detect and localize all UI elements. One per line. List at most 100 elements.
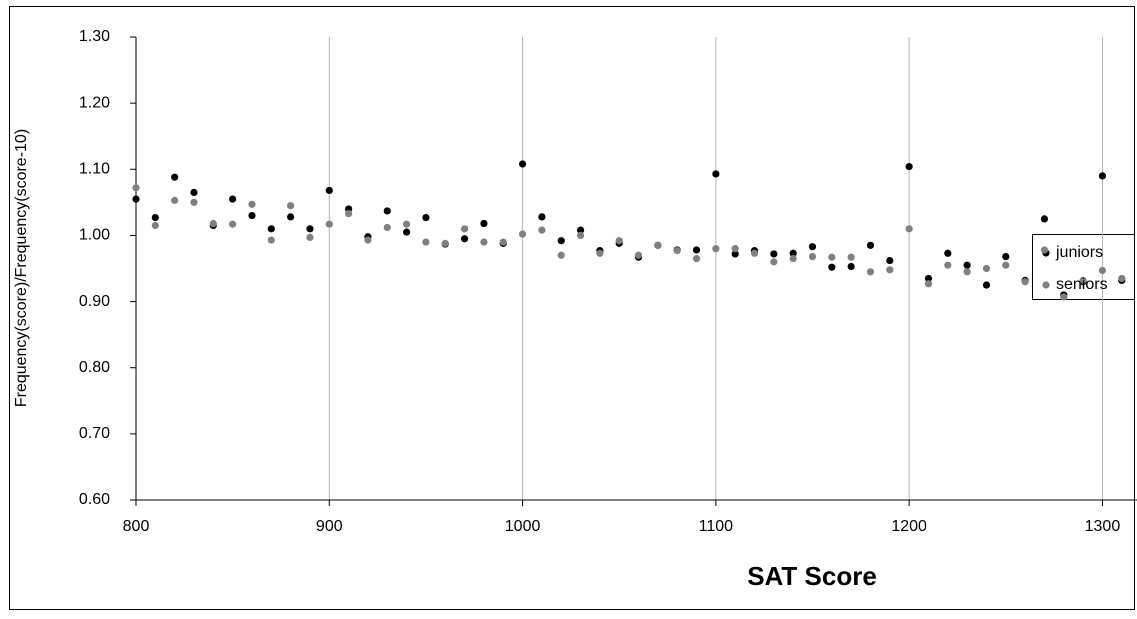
point	[248, 200, 256, 208]
y-tick-label: 1.20	[79, 94, 110, 111]
point	[808, 243, 817, 251]
y-tick-label: 0.90	[79, 293, 110, 310]
y-tick-label: 0.60	[79, 491, 110, 508]
point	[886, 266, 894, 274]
point	[944, 261, 952, 269]
point	[325, 186, 333, 195]
point	[770, 258, 778, 266]
y-tick-label: 0.70	[79, 425, 110, 442]
point	[866, 268, 875, 276]
point	[731, 250, 739, 258]
point	[1002, 261, 1010, 269]
point	[944, 249, 952, 257]
point	[982, 264, 991, 273]
point	[1040, 215, 1049, 223]
point	[673, 247, 681, 255]
point	[364, 236, 372, 244]
point	[712, 245, 720, 253]
point	[770, 250, 778, 258]
point	[209, 219, 217, 228]
point	[963, 268, 971, 276]
point	[808, 252, 817, 261]
x-tick-label: 1100	[699, 518, 734, 535]
point	[557, 237, 565, 245]
point	[499, 238, 507, 246]
point	[847, 262, 855, 271]
point	[345, 210, 353, 218]
point	[403, 228, 411, 236]
point	[1021, 278, 1029, 286]
x-tick-label: 1000	[505, 518, 541, 535]
point	[171, 196, 179, 204]
point	[132, 195, 140, 203]
point	[287, 213, 295, 221]
point	[576, 226, 585, 234]
x-tick-label: 1300	[1085, 518, 1121, 535]
point	[576, 231, 585, 240]
point	[518, 230, 527, 238]
point	[789, 249, 797, 257]
point	[325, 220, 333, 228]
y-tick-label: 1.30	[79, 28, 110, 45]
point	[383, 207, 391, 215]
point	[692, 254, 701, 263]
point	[422, 213, 430, 222]
y-tick-label: 1.00	[79, 227, 110, 244]
point	[422, 238, 430, 246]
point	[924, 280, 933, 288]
point	[229, 195, 237, 203]
point	[828, 253, 836, 261]
point	[151, 221, 159, 230]
point	[847, 253, 855, 261]
point	[229, 220, 237, 228]
point	[171, 173, 179, 181]
point	[750, 249, 759, 257]
point	[1002, 252, 1010, 261]
point	[982, 281, 991, 289]
legend-label: juniors	[1055, 244, 1103, 261]
point	[828, 263, 836, 271]
point	[306, 225, 314, 233]
point	[1098, 172, 1107, 180]
point	[615, 237, 623, 245]
legend-marker	[1042, 281, 1050, 289]
point	[905, 225, 913, 233]
point	[596, 249, 604, 257]
point	[190, 188, 198, 197]
point	[924, 274, 933, 283]
legend-label: seniors	[1056, 276, 1108, 293]
point	[441, 239, 449, 247]
y-axis-title: Frequency(score)/Frequency(score-10)	[13, 129, 30, 407]
y-tick-label: 1.10	[79, 161, 110, 178]
legend-box	[1032, 234, 1135, 300]
point	[190, 198, 198, 206]
x-tick-label: 800	[123, 518, 150, 535]
point	[1060, 293, 1068, 301]
point	[654, 241, 662, 249]
point	[460, 225, 469, 233]
point	[480, 238, 488, 246]
point	[538, 226, 546, 234]
point	[403, 220, 411, 228]
point	[538, 213, 546, 221]
chart-frame	[9, 6, 1135, 610]
point	[518, 160, 527, 168]
point	[692, 246, 701, 254]
point	[132, 184, 140, 192]
point	[267, 225, 275, 233]
point	[1118, 274, 1126, 283]
point	[634, 251, 643, 259]
point	[460, 235, 469, 243]
point	[905, 163, 913, 171]
point	[267, 236, 275, 244]
point	[731, 245, 739, 253]
x-axis-title: SAT Score	[747, 561, 877, 591]
point	[886, 256, 894, 265]
point	[1079, 276, 1087, 285]
point	[557, 251, 565, 259]
point	[287, 202, 295, 210]
x-tick-label: 900	[316, 518, 343, 535]
point	[383, 223, 391, 232]
point	[306, 233, 314, 242]
